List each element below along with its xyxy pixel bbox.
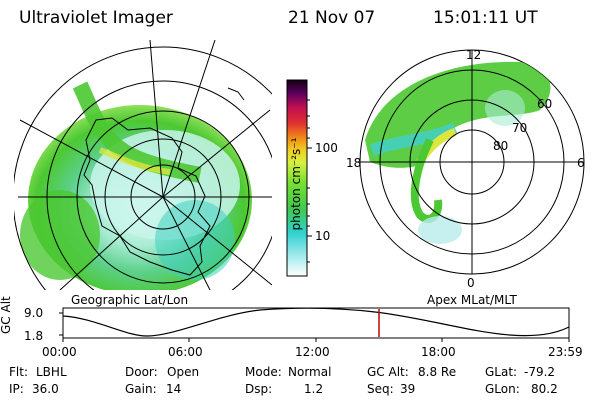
color-bar <box>286 79 312 277</box>
flt-label: Flt: <box>9 365 28 379</box>
dsp-value: 1.2 <box>304 382 324 396</box>
glon-value: 80.2 <box>531 382 558 396</box>
seq-value: 39 <box>400 382 416 396</box>
timeline-xtick-0: 00:00 <box>42 345 77 359</box>
timeline-ytick-bottom: 1.8 <box>24 329 44 343</box>
seq-label: Seq: <box>367 382 394 396</box>
glon-label: GLon: <box>485 382 520 396</box>
mode-value: Normal <box>288 365 332 379</box>
dsp-label: Dsp: <box>245 382 273 396</box>
timeline-ylabel: GC Alt <box>0 296 13 334</box>
flt-value: LBHL <box>36 365 67 379</box>
mlat-label-80: 80 <box>493 139 509 153</box>
geo-map-caption: Geographic Lat/Lon <box>71 293 189 307</box>
mlt-label-6: 6 <box>577 156 585 170</box>
gcalt-label: GC Alt: <box>367 365 409 379</box>
colorbar-tick-10: 10 <box>315 229 331 243</box>
timeline-ytick-top: 9.0 <box>24 306 44 320</box>
ip-label: IP: <box>9 382 24 396</box>
door-value: Open <box>167 365 200 379</box>
mlt-label-18: 18 <box>346 156 362 170</box>
apex-map <box>359 49 585 275</box>
timeline-xtick-2: 12:00 <box>295 345 330 359</box>
mlat-label-60: 60 <box>537 97 553 111</box>
glat-label: GLat: <box>485 365 518 379</box>
gcalt-value: 8.8 Re <box>418 365 457 379</box>
timeline-xtick-4: 23:59 <box>548 345 583 359</box>
colorbar-tick-100: 100 <box>315 141 338 155</box>
coastline <box>83 117 211 276</box>
geographic-map <box>14 40 272 290</box>
colorbar-unit-label: photon cm⁻²s⁻¹ <box>289 137 303 231</box>
instrument-title: Ultraviolet Imager <box>19 8 173 28</box>
gain-value: 14 <box>166 382 182 396</box>
apex-map-caption: Apex MLat/MLT <box>427 293 517 307</box>
mlt-label-0: 0 <box>467 276 475 290</box>
timeline-xtick-1: 06:00 <box>168 345 203 359</box>
mode-label: Mode: <box>245 365 282 379</box>
glat-value: -79.2 <box>524 365 556 379</box>
timeline-xtick-3: 18:00 <box>421 345 456 359</box>
date-label: 21 Nov 07 <box>288 8 376 28</box>
mlat-label-70: 70 <box>512 121 528 135</box>
time-label: 15:01:11 UT <box>433 8 538 28</box>
mlt-label-12: 12 <box>466 48 482 62</box>
door-label: Door: <box>125 365 158 379</box>
ip-value: 36.0 <box>32 382 59 396</box>
gain-label: Gain: <box>125 382 157 396</box>
